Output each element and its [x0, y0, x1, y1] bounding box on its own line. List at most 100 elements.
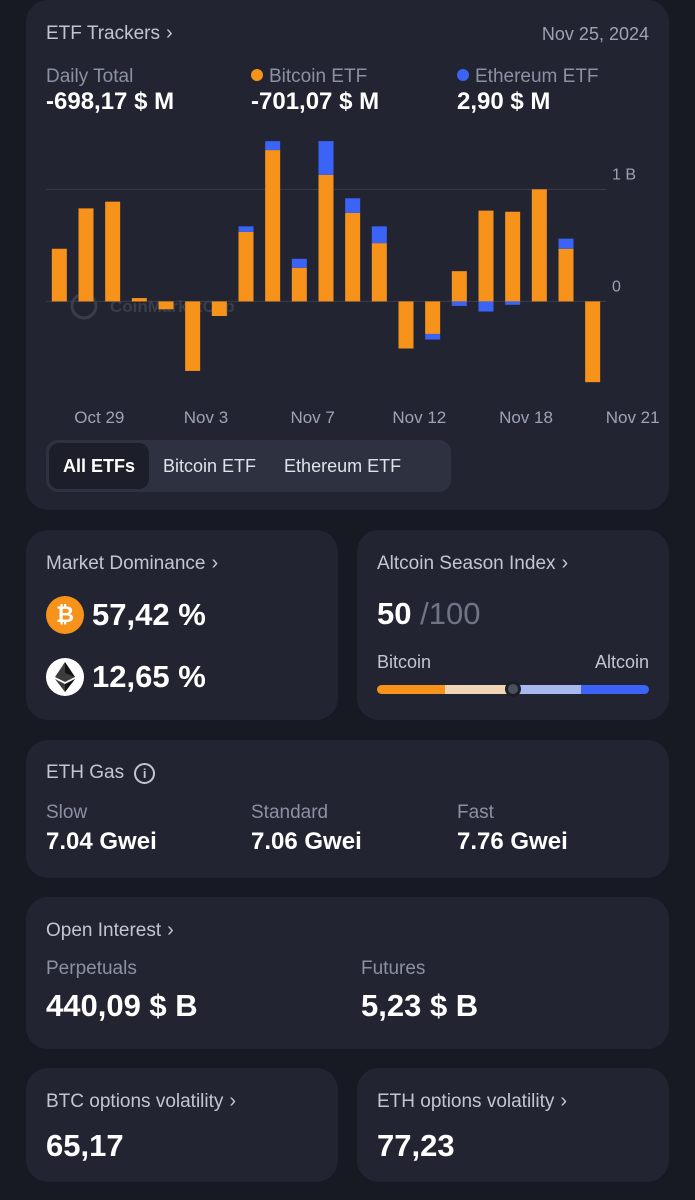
eth-etf-block: Ethereum ETF 2,90 $ M: [457, 66, 599, 116]
x-tick-label: Nov 18: [499, 408, 553, 427]
bar-bitcoin-etf: [211, 301, 227, 317]
altcoin-season-header[interactable]: Altcoin Season Index ›: [377, 552, 568, 575]
open-interest-header[interactable]: Open Interest ›: [46, 919, 174, 942]
gas-standard-value: 7.06 Gwei: [251, 828, 362, 855]
etf-trackers-title: ETF Trackers: [46, 22, 161, 44]
bar-ethereum-etf: [318, 141, 334, 175]
altcoin-index-bar: [377, 685, 649, 694]
tab-all-etfs[interactable]: All ETFs: [49, 443, 150, 489]
perpetuals-value: 440,09 $ B: [46, 988, 198, 1023]
bar-bitcoin-etf: [78, 208, 94, 302]
futures-value: 5,23 $ B: [361, 988, 479, 1023]
eth-volatility-header[interactable]: ETH options volatility ›: [377, 1090, 567, 1113]
altcoin-index-value: 50: [377, 596, 412, 631]
x-tick-label: Nov 12: [392, 408, 446, 427]
y-tick-label: 0: [612, 278, 621, 295]
etf-trackers-header[interactable]: ETF Trackers ›: [46, 22, 173, 45]
eth-gas-header: ETH Gas i: [46, 762, 156, 784]
chevron-right-icon: ›: [166, 22, 173, 44]
altcoin-index-marker: [505, 681, 521, 697]
bar-bitcoin-etf: [531, 189, 547, 302]
btc-dominance-value: 57,42 %: [92, 597, 206, 632]
bar-bitcoin-etf: [478, 210, 494, 302]
bar-bitcoin-etf: [585, 301, 601, 383]
bar-ethereum-etf: [558, 238, 574, 249]
altcoin-season-card[interactable]: Altcoin Season Index › 50 /100 Bitcoin A…: [357, 530, 669, 720]
altcoin-right-label: Altcoin: [594, 652, 649, 672]
eth-dot-icon: [457, 69, 469, 81]
market-dominance-card[interactable]: Market Dominance › ₿ 57,42 % 12,65 %: [26, 530, 338, 720]
tab-bitcoin-etf[interactable]: Bitcoin ETF: [163, 456, 257, 476]
bar-bitcoin-etf: [558, 248, 574, 302]
gas-fast-label: Fast: [457, 802, 494, 823]
futures-label: Futures: [361, 958, 426, 979]
chevron-right-icon: ›: [229, 1090, 237, 1112]
daily-total-label: Daily Total: [46, 66, 134, 87]
bar-bitcoin-etf: [158, 301, 174, 310]
btc-volatility-title: BTC options volatility: [46, 1090, 224, 1112]
x-tick-label: Oct 29: [74, 408, 124, 427]
open-interest-perpetuals: Perpetuals 440,09 $ B: [46, 958, 198, 1024]
open-interest-card[interactable]: Open Interest › Perpetuals 440,09 $ B Fu…: [26, 897, 669, 1049]
btc-dot-icon: [251, 69, 263, 81]
bar-bitcoin-etf: [265, 150, 281, 302]
bar-ethereum-etf: [265, 141, 281, 151]
chevron-right-icon: ›: [561, 552, 569, 574]
btc-etf-block: Bitcoin ETF -701,07 $ M: [251, 66, 379, 116]
perpetuals-label: Perpetuals: [46, 958, 137, 979]
tab-ethereum-etf[interactable]: Ethereum ETF: [284, 456, 402, 476]
btc-etf-value: -701,07 $ M: [251, 88, 380, 115]
eth-etf-label: Ethereum ETF: [475, 66, 599, 87]
eth-options-volatility-card[interactable]: ETH options volatility › 77,23: [357, 1068, 669, 1182]
bar-ethereum-etf: [345, 198, 361, 213]
bar-bitcoin-etf: [451, 271, 467, 302]
bar-ethereum-etf: [505, 301, 521, 305]
bar-bitcoin-etf: [105, 201, 121, 302]
btc-volatility-header[interactable]: BTC options volatility ›: [46, 1090, 236, 1113]
etf-date: Nov 25, 2024: [541, 24, 649, 44]
market-dominance-header[interactable]: Market Dominance ›: [46, 552, 218, 575]
btc-etf-label: Bitcoin ETF: [269, 66, 368, 87]
daily-total-block: Daily Total -698,17 $ M: [46, 66, 174, 116]
bitcoin-icon: ₿: [46, 596, 84, 634]
info-icon[interactable]: i: [134, 762, 156, 784]
bar-bitcoin-etf: [371, 243, 387, 302]
bar-bitcoin-etf: [345, 212, 361, 302]
chevron-right-icon: ›: [167, 919, 174, 941]
btc-dominance-row: ₿ 57,42 %: [46, 596, 206, 634]
btc-options-volatility-card[interactable]: BTC options volatility › 65,17: [26, 1068, 338, 1182]
bar-bitcoin-etf: [131, 298, 147, 302]
bar-bitcoin-etf: [238, 231, 254, 302]
gas-slow-label: Slow: [46, 802, 88, 823]
bar-bitcoin-etf: [291, 267, 307, 302]
eth-dominance-value: 12,65 %: [92, 659, 206, 694]
bar-ethereum-etf: [371, 226, 387, 244]
daily-total-value: -698,17 $ M: [46, 88, 175, 115]
chevron-right-icon: ›: [211, 552, 219, 574]
eth-volatility-value: 77,23: [377, 1128, 455, 1163]
etf-tabs: All ETFs Bitcoin ETF Ethereum ETF: [46, 440, 451, 492]
eth-dominance-row: 12,65 %: [46, 658, 206, 696]
gas-slow-value: 7.04 Gwei: [46, 828, 157, 855]
bar-ethereum-etf: [478, 301, 494, 312]
eth-gas-title: ETH Gas: [46, 762, 125, 783]
gas-fast-value: 7.76 Gwei: [457, 828, 568, 855]
bar-ethereum-etf: [451, 301, 467, 306]
altcoin-left-label: Bitcoin: [377, 652, 432, 672]
bar-bitcoin-etf: [185, 301, 201, 371]
eth-volatility-title: ETH options volatility: [377, 1090, 555, 1112]
x-tick-label: Nov 21: [606, 408, 660, 427]
altcoin-index-max: /100: [420, 596, 481, 631]
eth-gas-card[interactable]: ETH Gas i Slow 7.04 Gwei Standard 7.06 G…: [26, 740, 669, 878]
gas-fast: Fast 7.76 Gwei: [457, 802, 568, 856]
gas-standard-label: Standard: [251, 802, 329, 823]
gas-standard: Standard 7.06 Gwei: [251, 802, 362, 856]
bar-bitcoin-etf: [51, 248, 67, 302]
altcoin-season-title: Altcoin Season Index: [377, 552, 556, 574]
chevron-right-icon: ›: [560, 1090, 568, 1112]
etf-trackers-card: ETF Trackers › Nov 25, 2024 Daily Total …: [26, 0, 669, 510]
bar-bitcoin-etf: [425, 301, 441, 334]
bar-bitcoin-etf: [398, 301, 414, 349]
x-tick-label: Nov 7: [290, 408, 334, 427]
